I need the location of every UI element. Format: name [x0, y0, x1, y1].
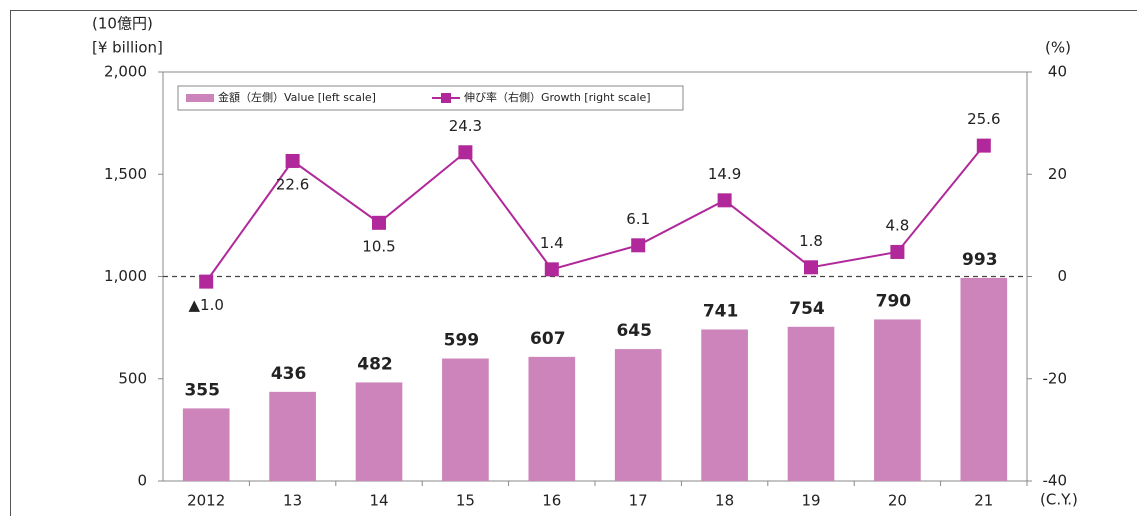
growth-marker	[372, 215, 386, 230]
legend-swatch-marker	[441, 93, 451, 103]
bar-label: 993	[962, 250, 998, 270]
x-axis-label: (C.Y.)	[1040, 491, 1078, 509]
growth-label: 4.8	[885, 216, 909, 234]
y2-tick-label: -40	[1043, 472, 1068, 490]
y2-tick-label: -20	[1043, 369, 1068, 387]
bar	[701, 329, 748, 481]
bar	[528, 356, 576, 481]
x-tick-label: 17	[629, 492, 648, 510]
growth-marker	[804, 260, 818, 275]
x-tick-label: 2012	[187, 492, 225, 510]
growth-label: 24.3	[449, 117, 482, 135]
bar	[269, 391, 316, 481]
bar-label: 645	[616, 321, 652, 341]
y-tick-label: 0	[137, 472, 147, 490]
legend-swatch	[186, 94, 214, 102]
x-tick-label: 21	[974, 492, 993, 510]
legend-label: 伸び率（右側）Growth [right scale]	[464, 90, 651, 104]
y-unit: (10億円)	[92, 15, 153, 33]
y-axis-label: [¥ billion]	[92, 39, 163, 57]
bar	[787, 326, 835, 481]
y2-axis-label: (%)	[1045, 39, 1071, 57]
bar	[960, 277, 1008, 481]
growth-marker	[285, 153, 300, 168]
x-tick-label: 16	[542, 492, 561, 510]
bar-label: 355	[184, 380, 220, 400]
x-tick-label: 13	[283, 492, 302, 510]
y-tick-label: 1,000	[104, 267, 147, 285]
y-tick-label: 2,000	[104, 63, 147, 81]
frame	[10, 10, 1137, 516]
growth-marker	[631, 238, 646, 253]
y-tick-label: 500	[118, 369, 147, 387]
x-tick-label: 15	[456, 492, 475, 510]
bar	[874, 319, 921, 481]
growth-label: 10.5	[362, 237, 395, 255]
growth-label: 1.4	[540, 234, 564, 252]
x-tick-label: 20	[888, 492, 907, 510]
bar-label: 482	[357, 354, 393, 374]
bar-label: 754	[789, 299, 825, 319]
y2-tick-label: 20	[1048, 165, 1067, 183]
legend-label: 金額（左側）Value [left scale]	[218, 90, 376, 104]
bar	[442, 358, 489, 481]
y2-tick-label: 40	[1048, 63, 1067, 81]
growth-label: 6.1	[626, 210, 650, 228]
x-tick-label: 18	[715, 492, 734, 510]
growth-line	[205, 144, 985, 283]
growth-marker	[199, 274, 214, 289]
growth-marker	[890, 244, 905, 259]
growth-marker	[976, 138, 991, 153]
bar-label: 741	[703, 301, 739, 321]
y2-tick-label: 0	[1057, 267, 1067, 285]
growth-label: 14.9	[708, 165, 741, 183]
growth-label: 25.6	[967, 110, 1000, 128]
growth-marker	[544, 262, 559, 277]
bar-label: 436	[271, 364, 307, 384]
growth-marker	[717, 193, 732, 208]
bar-label: 599	[444, 331, 480, 351]
growth-label: 1.8	[799, 232, 823, 250]
growth-marker	[458, 145, 473, 160]
growth-label: 22.6	[276, 175, 309, 193]
bar-label: 607	[530, 329, 566, 349]
bar-label: 790	[876, 291, 912, 311]
growth-label: ▲1.0	[189, 296, 224, 314]
bar	[182, 408, 230, 481]
x-tick-label: 19	[801, 492, 820, 510]
bar	[355, 382, 403, 481]
legend-box	[177, 85, 684, 111]
bar	[614, 349, 662, 481]
y-tick-label: 1,500	[104, 165, 147, 183]
x-tick-label: 14	[369, 492, 388, 510]
